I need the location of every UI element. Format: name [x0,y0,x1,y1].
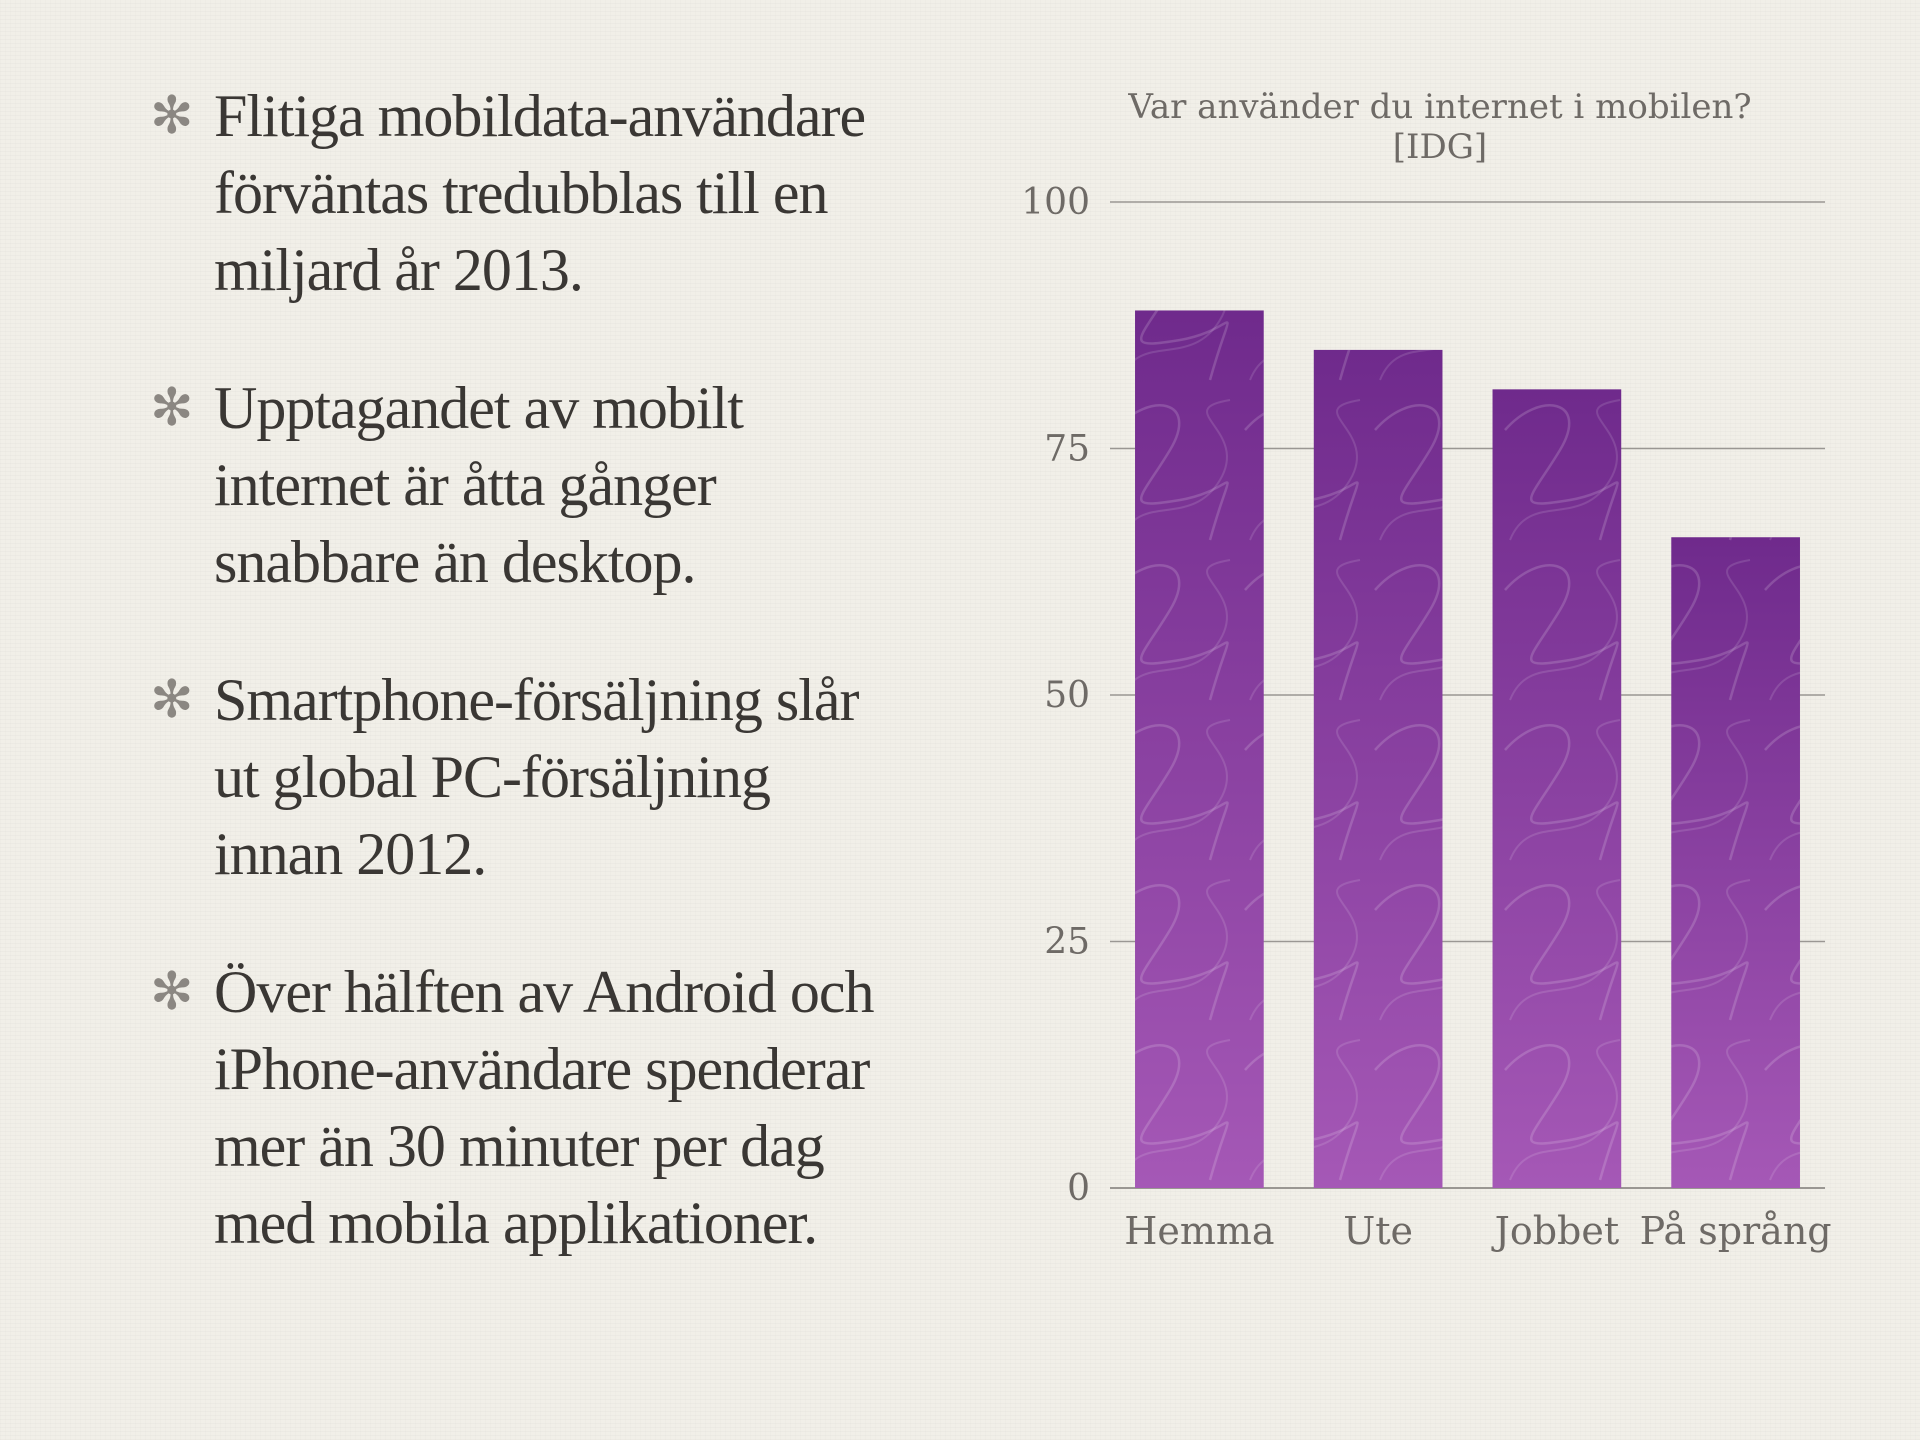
bar-texture [1135,310,1264,1188]
x-tick-label: På språng [1640,1209,1832,1253]
bullet-item: ✻ Över hälften av Android och iPhone-anv… [150,954,910,1262]
bar-texture [1671,537,1800,1188]
y-tick-label: 50 [1044,675,1090,716]
asterisk-icon: ✻ [150,964,194,1021]
asterisk-icon: ✻ [150,88,194,145]
bullet-text: Upptagandet av mobilt internet är åtta g… [214,375,744,595]
bullet-item: ✻ Flitiga mobildata-användare förväntas … [150,78,910,309]
asterisk-icon: ✻ [150,672,194,729]
y-tick-label: 100 [1021,182,1090,223]
bullet-item: ✻ Smartphone-försäljning slår ut global … [150,662,910,893]
bullet-text: Flitiga mobildata-användare förväntas tr… [214,83,866,303]
bars [1135,310,1800,1189]
bullet-text: Över hälften av Android och iPhone-använ… [214,959,874,1256]
asterisk-icon: ✻ [150,380,194,437]
axis-labels: 0 25 50 75 100 Hemma Ute Jobbet På språng [1021,182,1831,1253]
x-tick-label: Hemma [1124,1209,1274,1253]
y-tick-label: 0 [1067,1168,1090,1209]
chart-title-line-2: [IDG] [1393,127,1487,167]
y-tick-label: 25 [1044,922,1090,963]
bullet-list: ✻ Flitiga mobildata-användare förväntas … [150,78,910,1323]
bullet-text: Smartphone-försäljning slår ut global PC… [214,667,860,887]
bar-chart-svg: 0 25 50 75 100 Hemma Ute Jobbet På språng Var an… [1021,87,1831,1253]
x-tick-label: Ute [1343,1209,1413,1253]
chart-title-line-1: Var använder du internet i mobilen? [1127,87,1751,127]
bar-chart: 0 25 50 75 100 Hemma Ute Jobbet På språng Var an… [980,70,1860,1290]
x-tick-label: Jobbet [1491,1209,1620,1253]
bullet-item: ✻ Upptagandet av mobilt internet är åtta… [150,370,910,601]
bar-texture [1492,389,1622,1189]
y-tick-label: 75 [1044,429,1090,470]
bar-texture [1313,349,1443,1188]
